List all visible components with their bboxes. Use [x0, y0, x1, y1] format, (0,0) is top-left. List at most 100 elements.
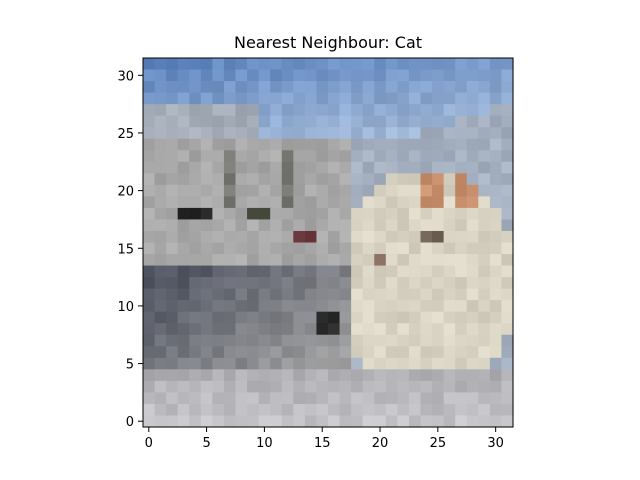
- image-pixel: [443, 403, 456, 417]
- image-pixel: [408, 380, 422, 394]
- image-pixel: [466, 242, 479, 255]
- image-pixel: [374, 150, 387, 163]
- image-pixel: [339, 207, 352, 221]
- image-pixel: [362, 81, 375, 94]
- image-pixel: [420, 81, 433, 94]
- image-pixel: [408, 300, 422, 313]
- image-pixel: [455, 196, 468, 209]
- image-pixel: [316, 254, 329, 267]
- image-pixel: [177, 415, 190, 428]
- image-pixel: [200, 242, 213, 255]
- image-pixel: [432, 300, 445, 313]
- image-pixel: [362, 300, 375, 313]
- image-pixel: [432, 207, 445, 221]
- x-tick-label: 15: [314, 436, 331, 451]
- image-pixel: [420, 334, 433, 347]
- image-pixel: [478, 415, 491, 428]
- image-pixel: [258, 115, 271, 128]
- image-pixel: [304, 219, 318, 232]
- image-pixel: [293, 380, 306, 394]
- image-pixel: [177, 127, 190, 140]
- image-pixel: [281, 81, 294, 94]
- image-pixel: [362, 415, 375, 428]
- image-pixel: [223, 127, 237, 140]
- image-pixel: [293, 127, 306, 140]
- image-pixel: [328, 323, 341, 336]
- image-pixel: [154, 184, 167, 197]
- image-pixel: [339, 346, 352, 359]
- image-pixel: [281, 184, 294, 197]
- image-pixel: [466, 219, 479, 232]
- image-pixel: [166, 115, 179, 128]
- image-pixel: [420, 92, 433, 105]
- image-pixel: [154, 207, 167, 221]
- image-pixel: [316, 323, 329, 336]
- image-pixel: [304, 115, 318, 128]
- image-pixel: [154, 81, 167, 94]
- image-pixel: [501, 150, 514, 163]
- image-pixel: [408, 346, 422, 359]
- image-pixel: [478, 92, 491, 105]
- image-pixel: [235, 415, 248, 428]
- image-pixel: [339, 357, 352, 370]
- image-pixel: [212, 173, 225, 186]
- image-pixel: [143, 323, 156, 336]
- image-pixel: [223, 173, 237, 186]
- image-pixel: [478, 150, 491, 163]
- image-pixel: [177, 196, 190, 209]
- image-pixel: [293, 230, 306, 244]
- image-pixel: [478, 138, 491, 151]
- image-pixel: [328, 334, 341, 347]
- image-pixel: [489, 380, 503, 394]
- image-pixel: [420, 311, 433, 324]
- image-pixel: [166, 323, 179, 336]
- image-pixel: [281, 265, 294, 278]
- image-pixel: [189, 150, 202, 163]
- x-tick-label: 10: [256, 436, 273, 451]
- image-pixel: [420, 138, 433, 151]
- y-tick-label: 15: [117, 242, 134, 257]
- image-pixel: [385, 104, 398, 117]
- image-pixel: [351, 173, 364, 186]
- image-pixel: [235, 230, 248, 244]
- image-pixel: [420, 150, 433, 163]
- image-pixel: [247, 288, 260, 301]
- image-pixel: [432, 173, 445, 186]
- image-pixel: [362, 161, 375, 174]
- image-pixel: [189, 196, 202, 209]
- image-pixel: [247, 323, 260, 336]
- image-pixel: [281, 161, 294, 174]
- image-pixel: [408, 334, 422, 347]
- image-pixel: [293, 334, 306, 347]
- image-pixel: [443, 69, 456, 82]
- image-pixel: [200, 69, 213, 82]
- image-pixel: [143, 207, 156, 221]
- image-pixel: [466, 207, 479, 221]
- image-pixel: [143, 115, 156, 128]
- image-pixel: [466, 69, 479, 82]
- image-pixel: [200, 92, 213, 105]
- image-pixel: [177, 173, 190, 186]
- image-pixel: [420, 242, 433, 255]
- image-pixel: [420, 127, 433, 140]
- image-pixel: [362, 254, 375, 267]
- image-pixel: [455, 403, 468, 417]
- image-pixel: [177, 138, 190, 151]
- image-pixel: [177, 58, 190, 71]
- image-pixel: [466, 81, 479, 94]
- image-pixel: [270, 69, 283, 82]
- image-pixel: [466, 311, 479, 324]
- x-tick-label: 25: [430, 436, 447, 451]
- image-pixel: [143, 81, 156, 94]
- image-pixel: [351, 219, 364, 232]
- x-tick-label: 0: [145, 436, 153, 451]
- image-pixel: [223, 357, 237, 370]
- image-pixel: [501, 69, 514, 82]
- image-pixel: [212, 403, 225, 417]
- image-pixel: [281, 346, 294, 359]
- image-pixel: [154, 230, 167, 244]
- image-pixel: [351, 334, 364, 347]
- image-pixel: [339, 242, 352, 255]
- image-pixel: [339, 323, 352, 336]
- image-pixel: [420, 254, 433, 267]
